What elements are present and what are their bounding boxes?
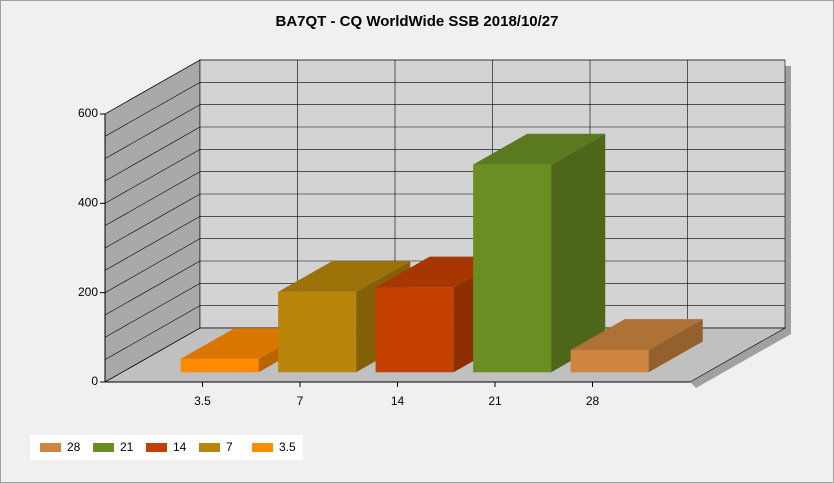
grid-line — [104, 104, 201, 159]
grid-line — [104, 149, 201, 204]
x-tick-label: 7 — [297, 394, 304, 408]
legend-label: 3.5 — [279, 440, 296, 454]
x-tick-label: 3.5 — [194, 394, 211, 408]
legend-swatch — [93, 443, 114, 452]
y-tick-label: 400 — [78, 196, 98, 210]
legend-swatch — [146, 443, 167, 452]
legend-label: 14 — [173, 440, 187, 454]
legend-label: 21 — [120, 440, 134, 454]
x-tick-label: 14 — [391, 394, 405, 408]
grid-line — [104, 283, 201, 338]
bar — [473, 164, 552, 373]
y-tick-label: 200 — [78, 285, 98, 299]
y-tick-label: 0 — [91, 374, 98, 388]
grid-line — [104, 327, 201, 383]
legend-swatch — [252, 443, 273, 452]
bar — [278, 291, 357, 373]
grid-line — [104, 171, 201, 226]
grid-line — [104, 193, 201, 249]
grid-line — [104, 260, 201, 316]
grid-line — [104, 82, 201, 137]
chart-title: BA7QT - CQ WorldWide SSB 2018/10/27 — [275, 13, 558, 30]
x-tick-label: 28 — [586, 394, 600, 408]
bar-top — [278, 261, 411, 292]
grid-line — [104, 305, 201, 360]
legend-swatch — [199, 443, 220, 452]
bar-side — [551, 133, 606, 373]
y-tick-label: 600 — [78, 106, 98, 120]
grid-line — [104, 59, 201, 115]
bar-side — [648, 319, 703, 373]
x-tick-label: 21 — [488, 394, 502, 408]
grid-line — [104, 238, 201, 293]
legend-label: 7 — [226, 440, 233, 454]
grid-line — [104, 216, 201, 271]
bar-top — [473, 133, 606, 165]
bar-top — [570, 319, 703, 350]
grid-line — [104, 126, 201, 182]
bar — [375, 287, 454, 373]
bar — [180, 358, 259, 373]
bar — [570, 349, 649, 373]
legend-label: 28 — [67, 440, 81, 454]
legend-swatch — [40, 443, 61, 452]
